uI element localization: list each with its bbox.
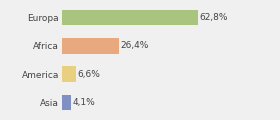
Bar (62, 10, 198, 25)
Text: 4,1%: 4,1% (72, 98, 95, 107)
Bar (62, 95, 71, 110)
Text: 6,6%: 6,6% (78, 70, 101, 79)
Bar (62, 66, 76, 82)
Text: 62,8%: 62,8% (200, 13, 228, 22)
Bar (62, 38, 119, 54)
Text: 26,4%: 26,4% (121, 41, 149, 50)
